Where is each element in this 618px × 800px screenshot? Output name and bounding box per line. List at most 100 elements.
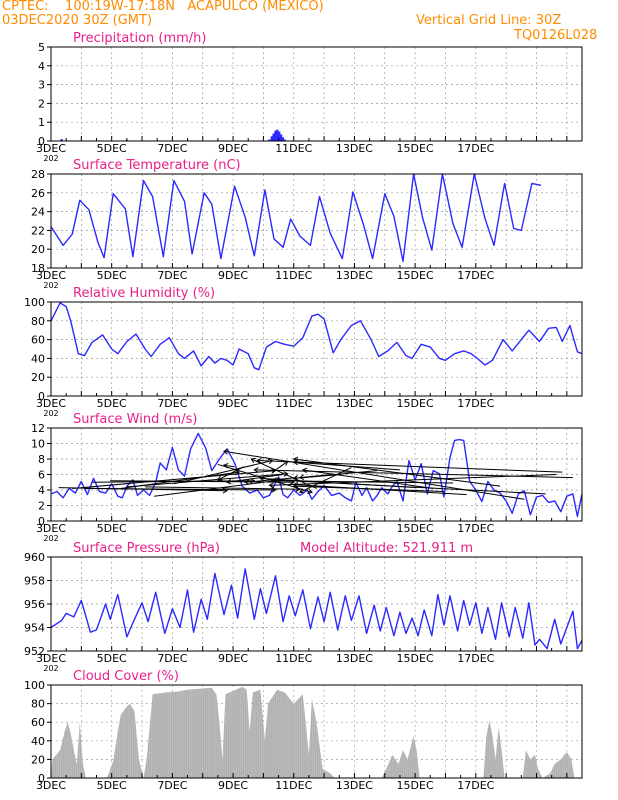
y-tick-label: 80 [31,315,45,328]
x-year-label: 202 [43,409,58,418]
wind-title: Surface Wind (m/s) [73,412,197,427]
y-tick-label: 24 [31,206,45,219]
temp-series-line [50,173,542,263]
x-date-label: 17DEC [457,522,494,535]
y-tick-label: 5 [38,41,45,54]
y-tick-label: 2 [38,97,45,110]
x-year-label: 202 [43,534,58,543]
precip-title: Precipitation (mm/h) [73,31,206,46]
precip-bar [277,131,281,141]
x-date-label: 17DEC [457,142,494,155]
x-date-label: 15DEC [397,652,434,665]
x-date-label: 3DEC [36,652,66,665]
y-tick-label: 60 [31,716,45,729]
precip-bar [60,139,63,141]
press-title: Surface Pressure (hPa) [73,541,220,556]
wind-series-line [50,432,583,518]
wind-arrow [256,457,563,473]
y-tick-label: 4 [38,484,45,497]
y-tick-label: 40 [31,352,45,365]
temp-frame [50,173,583,269]
y-tick-label: 2 [38,500,45,513]
x-date-label: 15DEC [397,779,434,792]
header-model-id: TQ0126L028 [514,28,598,43]
precip-bar [281,137,285,141]
precip-bar [270,136,274,141]
wind-arrow [301,467,434,489]
x-date-label: 5DEC [97,779,127,792]
y-tick-label: 0 [38,772,45,785]
x-date-label: 15DEC [397,397,434,410]
x-date-label: 5DEC [97,142,127,155]
press-panel: 952 954 956 958 960 3DEC 5DEC 7DEC 9DEC 11DEC 13DE… [24,541,583,673]
wind-arrow [222,462,235,469]
x-date-label: 7DEC [157,397,187,410]
y-tick-label: 12 [31,422,45,435]
x-date-label: 5DEC [97,269,127,282]
x-date-label: 13DEC [336,269,373,282]
x-date-label: 17DEC [457,397,494,410]
wind-arrow [226,474,284,485]
x-year-label: 202 [43,664,58,673]
y-tick-label: 40 [31,735,45,748]
precip-panel: 0 1 2 3 4 5 3DEC 5DEC 7DEC 9DEC 11DEC 13DEC 15DEC 17D… [36,31,583,163]
y-tick-label: 1 [38,116,45,129]
x-date-label: 9DEC [218,652,248,665]
x-date-label: 9DEC [218,142,248,155]
x-date-label: 3DEC [36,397,66,410]
y-tick-label: 20 [31,243,45,256]
x-date-label: 13DEC [336,142,373,155]
x-date-label: 7DEC [157,142,187,155]
header-grid-note: Vertical Grid Line: 30Z [416,13,562,28]
precip-frame [50,46,583,142]
x-date-label: 11DEC [275,652,312,665]
y-tick-label: 28 [31,168,45,181]
y-tick-label: 10 [31,438,45,451]
x-date-label: 17DEC [457,779,494,792]
y-tick-label: 960 [24,551,45,564]
y-tick-label: 6 [38,469,45,482]
x-date-label: 13DEC [336,652,373,665]
wind-arrow [126,471,289,488]
press-series-line [50,568,583,650]
x-date-label: 7DEC [157,269,187,282]
x-date-label: 9DEC [218,522,248,535]
y-tick-label: 20 [31,753,45,766]
y-tick-label: 100 [24,296,45,309]
wind-arrow [72,468,277,489]
x-date-label: 11DEC [275,397,312,410]
x-date-label: 9DEC [218,779,248,792]
x-date-label: 5DEC [97,397,127,410]
x-date-label: 17DEC [457,269,494,282]
header-line1: CPTEC: 100:19W-17:18N ACAPULCO (MEXICO) [2,0,324,14]
cloud-frame [50,684,583,779]
y-tick-label: 3 [38,79,45,92]
temp-panel: 18 20 22 24 26 28 3DEC 5DEC 7DEC 9DEC 11DEC 13DEC 15… [31,158,583,290]
wind-panel: 0 2 4 6 8 10 12 3DEC 5DEC 7DEC 9DEC 11DEC 13DEC 15DEC… [31,412,583,543]
x-date-label: 11DEC [275,779,312,792]
temp-title: Surface Temperature (nC) [73,158,241,173]
x-date-label: 17DEC [457,652,494,665]
x-date-label: 9DEC [218,397,248,410]
y-tick-label: 4 [38,60,45,73]
wind-arrow [173,458,274,485]
x-date-label: 3DEC [36,269,66,282]
y-tick-label: 0 [38,135,45,148]
x-date-label: 13DEC [336,397,373,410]
y-tick-label: 22 [31,224,45,237]
y-tick-label: 956 [24,598,45,611]
x-date-label: 15DEC [397,269,434,282]
rh-series-line [50,302,583,371]
x-date-label: 7DEC [157,779,187,792]
x-date-label: 15DEC [397,142,434,155]
x-date-label: 9DEC [218,269,248,282]
x-date-label: 13DEC [336,779,373,792]
y-tick-label: 0 [38,515,45,528]
wind-arrow [222,449,525,500]
y-tick-label: 100 [24,679,45,692]
y-tick-label: 0 [38,390,45,403]
precip-bar [268,139,271,141]
wind-arrow [217,466,244,481]
x-date-label: 3DEC [36,142,66,155]
